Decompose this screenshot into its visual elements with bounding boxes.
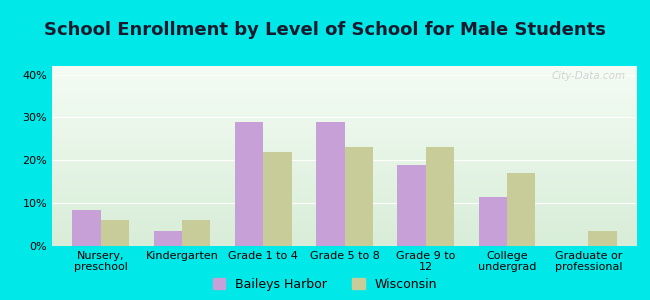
- Bar: [426, 147, 454, 246]
- Bar: [235, 122, 263, 246]
- Bar: [588, 231, 617, 246]
- Legend: Baileys Harbor, Wisconsin: Baileys Harbor, Wisconsin: [213, 278, 437, 291]
- Text: City-Data.com: City-Data.com: [551, 71, 625, 81]
- Bar: [263, 152, 292, 246]
- Bar: [344, 147, 373, 246]
- Bar: [478, 197, 507, 246]
- Bar: [101, 220, 129, 246]
- Bar: [316, 122, 344, 246]
- Bar: [153, 231, 182, 246]
- Bar: [182, 220, 211, 246]
- Text: School Enrollment by Level of School for Male Students: School Enrollment by Level of School for…: [44, 21, 606, 39]
- Bar: [72, 210, 101, 246]
- Bar: [507, 173, 536, 246]
- Bar: [397, 165, 426, 246]
